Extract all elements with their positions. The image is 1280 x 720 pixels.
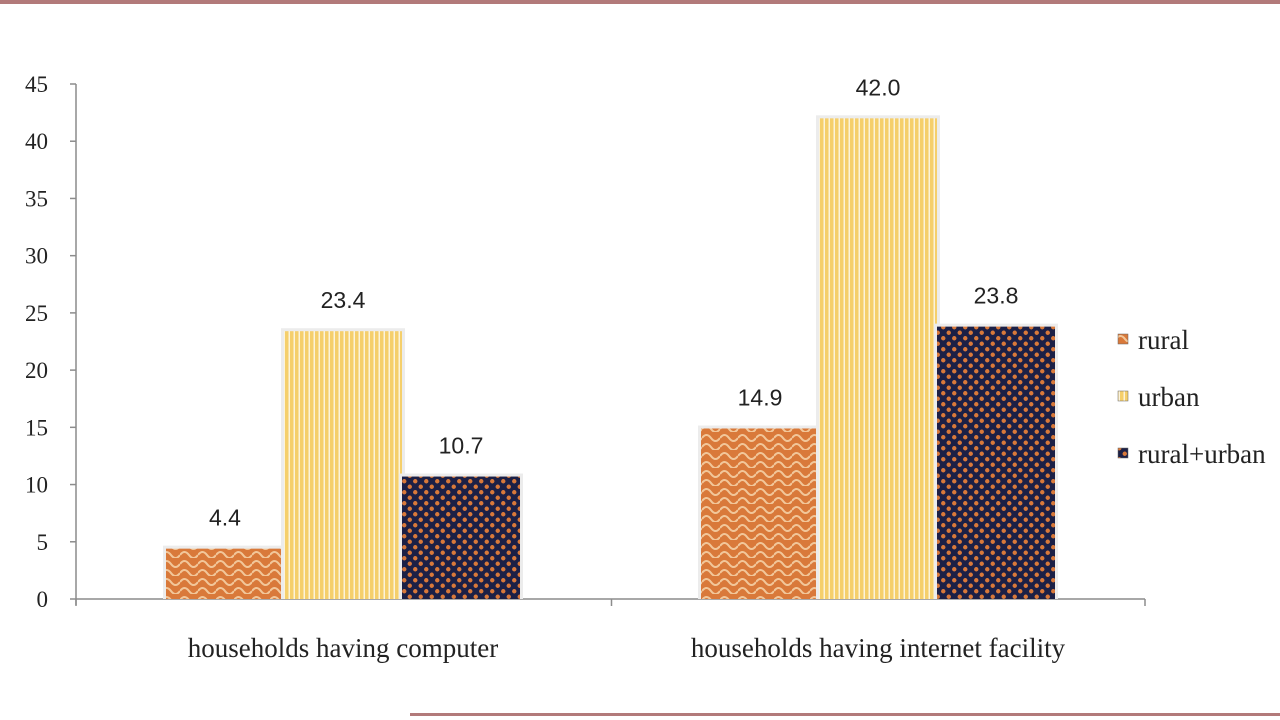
legend-swatch [1117, 333, 1129, 345]
bar-value-label: 14.9 [738, 384, 783, 410]
legend-swatch [1117, 447, 1129, 459]
y-tick-label: 20 [25, 358, 48, 383]
legend-label: rural [1138, 325, 1189, 355]
legend-label: rural+urban [1138, 439, 1266, 469]
y-tick-label: 15 [25, 415, 48, 440]
bottom-border-rule [410, 713, 1280, 716]
legend-label: urban [1138, 382, 1200, 412]
y-axis: 0 5 10 15 20 25 30 35 40 45 [25, 72, 77, 612]
bar-rural-urban [402, 476, 520, 599]
bar-value-label: 23.8 [974, 283, 1019, 309]
x-category-label: households having internet facility [691, 633, 1066, 663]
bars-group: 4.4 23.4 10.7 14.9 42.0 23.8 [163, 74, 1058, 599]
x-category-label: households having computer [188, 633, 498, 663]
x-axis: households having computer households hav… [75, 598, 1146, 663]
legend: rural urban rural+urban [1117, 325, 1266, 469]
bar-urban [284, 331, 402, 599]
bar-value-label: 42.0 [856, 74, 901, 100]
legend-swatch [1117, 390, 1129, 402]
y-tick-label: 45 [25, 72, 48, 97]
y-tick-label: 40 [25, 129, 48, 154]
y-tick-label: 25 [25, 301, 48, 326]
bar-urban [819, 118, 937, 599]
bar-rural [701, 428, 819, 599]
bar-value-label: 23.4 [321, 287, 366, 313]
y-tick-label: 30 [25, 244, 48, 269]
y-tick-label: 35 [25, 186, 48, 211]
top-border-rule [0, 0, 1280, 4]
bar-rural-urban [937, 326, 1055, 599]
y-tick-label: 10 [25, 473, 48, 498]
bar-value-label: 10.7 [439, 433, 484, 459]
y-tick-label: 0 [37, 587, 49, 612]
bar-rural [166, 548, 284, 599]
y-tick-label: 5 [37, 530, 49, 555]
bar-value-label: 4.4 [209, 505, 241, 531]
